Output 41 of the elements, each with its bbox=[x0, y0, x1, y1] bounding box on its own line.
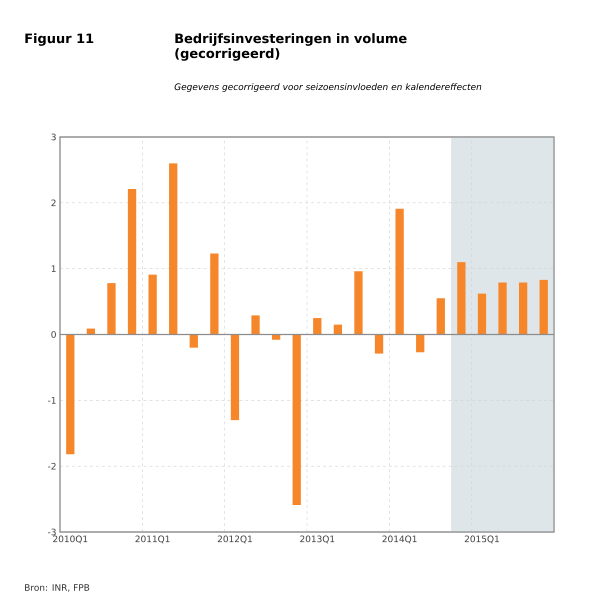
chart-title: Bedrijfsinvesteringen in volume (gecorrigeerd) bbox=[175, 33, 407, 61]
y-tick-label: 0 bbox=[51, 331, 56, 338]
bar bbox=[374, 334, 384, 354]
x-tick-label: 2014Q1 bbox=[382, 536, 417, 544]
bar bbox=[66, 334, 74, 454]
bar bbox=[190, 334, 198, 348]
bar bbox=[395, 208, 404, 334]
y-tick-label: 2 bbox=[51, 200, 56, 206]
text: Figuur 11 bbox=[25, 33, 94, 46]
bar bbox=[107, 283, 116, 334]
bar bbox=[86, 328, 96, 334]
x-tick-label: 2011Q1 bbox=[135, 536, 170, 544]
y-tick-label: -1 bbox=[48, 397, 56, 404]
text: Bron: INR, FPB bbox=[25, 584, 90, 592]
bar bbox=[354, 271, 363, 334]
chart-subtitle: Gegevens gecorrigeerd voor seizoensinvloeden en kalendereffecten bbox=[174, 83, 482, 92]
x-tick-label: 2015Q1 bbox=[464, 536, 499, 544]
x-tick-label: 2012Q1 bbox=[218, 536, 252, 544]
x-tick-label: 2010Q1 bbox=[53, 536, 88, 544]
x-tick-label: 2013Q1 bbox=[300, 536, 334, 544]
bar bbox=[436, 298, 445, 334]
bar bbox=[478, 294, 486, 334]
bar bbox=[251, 315, 260, 334]
y-tick-label: -3 bbox=[48, 528, 56, 536]
bar bbox=[169, 163, 178, 334]
bar bbox=[498, 282, 507, 334]
bar bbox=[230, 334, 240, 420]
bar bbox=[540, 280, 548, 334]
bar bbox=[148, 274, 157, 334]
bar bbox=[457, 262, 466, 334]
bar bbox=[272, 334, 280, 340]
y-tick-label: -2 bbox=[48, 462, 56, 470]
y-tick-label: 3 bbox=[51, 134, 56, 140]
bar bbox=[416, 334, 424, 352]
bar bbox=[313, 318, 322, 334]
y-tick-label: 1 bbox=[52, 265, 56, 272]
bar bbox=[210, 254, 219, 334]
bar bbox=[292, 334, 301, 505]
bar bbox=[334, 324, 342, 334]
bar bbox=[518, 282, 528, 334]
bar bbox=[128, 189, 136, 334]
